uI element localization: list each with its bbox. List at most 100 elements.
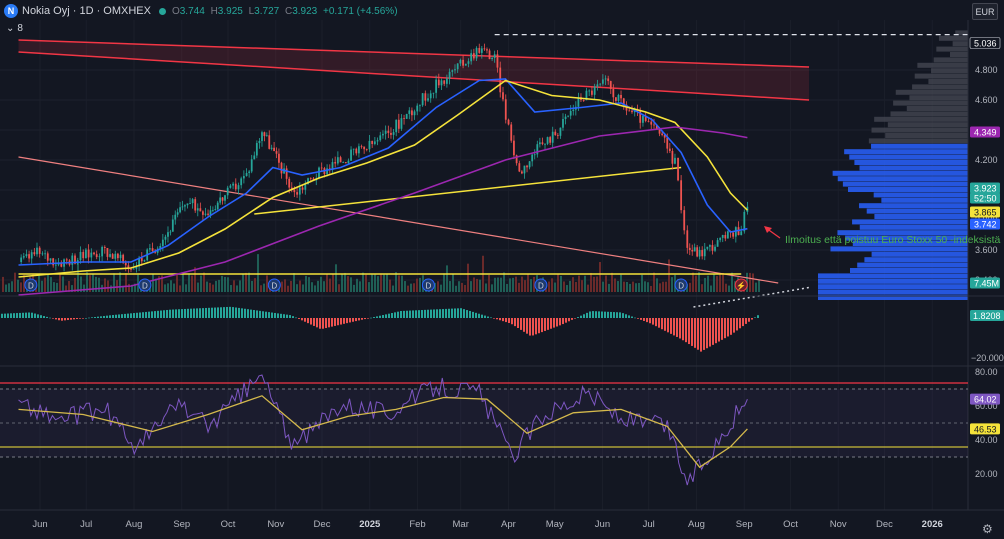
candle-body xyxy=(270,147,273,149)
momentum-bar xyxy=(85,318,87,319)
volume-bar xyxy=(332,273,334,292)
price-badge-text: 3.742 xyxy=(974,220,997,230)
volume-bar xyxy=(167,283,169,292)
earnings-marker[interactable] xyxy=(734,278,748,292)
candle-body xyxy=(631,110,633,113)
candle-body xyxy=(559,127,562,136)
volume-bar xyxy=(623,281,625,292)
candle-body xyxy=(628,110,631,112)
price-tick-label: 4.800 xyxy=(975,65,998,75)
candle-body xyxy=(20,257,23,262)
volume-bar xyxy=(377,276,379,292)
candle-body xyxy=(360,146,363,148)
momentum-bar xyxy=(340,318,342,325)
candle-body xyxy=(207,213,209,215)
volume-bar xyxy=(491,284,493,292)
candle-body xyxy=(427,98,429,101)
volume-bar xyxy=(353,284,355,292)
momentum-bar xyxy=(436,309,438,318)
time-tick-label: 2026 xyxy=(922,519,943,530)
candle-body xyxy=(379,135,382,141)
price-tick-label: 3.600 xyxy=(975,245,998,255)
candle-body xyxy=(620,94,622,99)
dividend-marker[interactable] xyxy=(674,278,688,292)
price-badge-bg xyxy=(970,277,1000,289)
momentum-bar xyxy=(334,318,336,326)
momentum-bar xyxy=(655,318,657,327)
candle-body xyxy=(528,161,531,168)
volume-profile-bar xyxy=(917,62,968,68)
dividend-marker[interactable] xyxy=(138,278,152,292)
momentum-bar xyxy=(622,313,624,318)
candle-body xyxy=(467,61,470,64)
gear-icon[interactable]: ⚙ xyxy=(982,522,993,536)
candle-body xyxy=(668,148,671,151)
volume-profile-bar xyxy=(931,68,968,74)
candle-body xyxy=(138,257,140,267)
candle-body xyxy=(278,153,280,163)
volume-bar xyxy=(695,275,697,292)
dividend-marker[interactable] xyxy=(421,278,435,292)
trendline-resistance xyxy=(18,39,810,68)
volume-bar xyxy=(665,281,667,292)
volume-bar xyxy=(293,273,295,292)
momentum-tick-label: −20.000 xyxy=(971,353,1004,363)
momentum-bar xyxy=(739,318,741,329)
volume-bar xyxy=(560,275,562,292)
momentum-bar xyxy=(733,318,735,333)
volume-bar xyxy=(134,283,136,292)
candle-body xyxy=(167,232,169,237)
currency-badge[interactable]: EUR xyxy=(972,3,998,20)
candle-body xyxy=(106,247,109,257)
candle-body xyxy=(523,165,526,174)
candle-body xyxy=(334,162,337,164)
volume-bar xyxy=(365,274,367,292)
volume-bar xyxy=(614,278,616,292)
momentum-bar xyxy=(166,309,168,318)
dividend-marker[interactable] xyxy=(534,278,548,292)
candle-body xyxy=(214,209,217,211)
chart-header: N Nokia Oyj · 1D · OMXHEX O3.744 H3.925 … xyxy=(4,3,398,19)
candle-body xyxy=(130,269,132,270)
candle-body xyxy=(478,47,481,53)
volume-bar xyxy=(62,276,64,292)
candle-body xyxy=(502,92,504,100)
volume-bar xyxy=(119,272,121,292)
candle-body xyxy=(650,121,653,125)
candle-body xyxy=(199,208,202,212)
momentum-bar xyxy=(604,311,606,318)
candle-body xyxy=(312,178,315,181)
symbol-title[interactable]: Nokia Oyj · 1D · OMXHEX xyxy=(22,5,151,17)
momentum-bar xyxy=(97,316,99,318)
candle-body xyxy=(448,71,451,79)
high-value: 3.925 xyxy=(217,5,243,17)
volume-bar xyxy=(473,277,475,292)
volume-bar xyxy=(671,277,673,292)
volume-bar xyxy=(296,284,298,292)
volume-bar xyxy=(68,281,70,292)
price-badge: 52:50 xyxy=(970,192,1000,204)
volume-profile-bar xyxy=(928,79,968,84)
volume-bar xyxy=(290,280,292,292)
momentum-bar xyxy=(49,317,51,319)
momentum-bar xyxy=(481,314,483,318)
indicators-toggle[interactable]: ⌄ 8 xyxy=(6,23,23,34)
candle-body xyxy=(371,140,374,144)
candle-body xyxy=(413,111,416,116)
momentum-bar xyxy=(397,311,399,318)
momentum-bar xyxy=(484,315,486,318)
candle-body xyxy=(424,93,427,101)
dividend-marker[interactable] xyxy=(24,278,38,292)
candle-body xyxy=(41,253,44,255)
momentum-bar xyxy=(58,318,60,321)
candle-body xyxy=(554,131,557,136)
dividend-marker[interactable] xyxy=(267,278,281,292)
volume-bar xyxy=(305,275,307,292)
candle-body xyxy=(551,131,554,143)
price-badge-bg xyxy=(970,192,1000,204)
candle-body xyxy=(711,245,714,251)
candle-body xyxy=(614,97,617,101)
momentum-bar xyxy=(82,318,84,319)
